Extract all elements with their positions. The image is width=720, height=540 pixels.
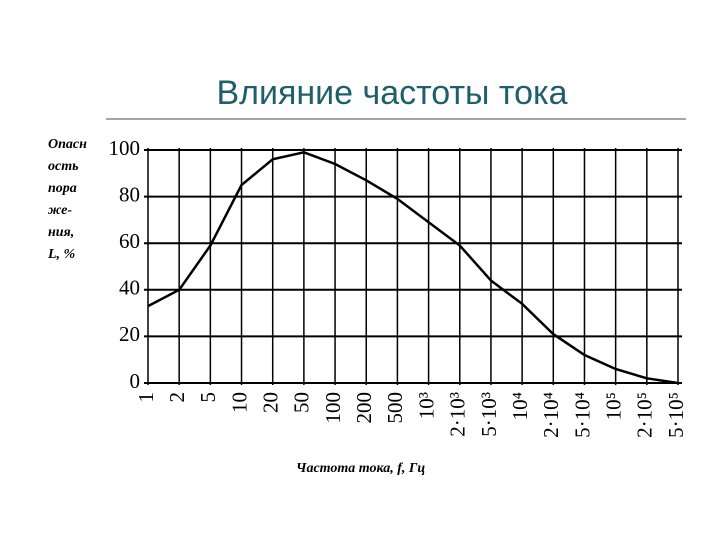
x-tick-label: 10⁵ [601,392,625,420]
x-tick-label: 5·10⁵ [664,392,688,438]
x-tick-label: 5 [196,392,220,403]
y-tick-label: 60 [119,229,140,253]
x-tick-label: 10⁴ [508,392,532,420]
x-tick-label: 1 [134,392,158,403]
y-tick-label: 20 [119,322,140,346]
y-axis-label: ния, [48,225,74,240]
x-axis-label: Частота тока, f, Гц [296,461,425,476]
y-tick-label: 40 [119,276,140,300]
x-tick-label: 2·10⁵ [633,392,657,438]
x-tick-label: 2·10³ [446,392,470,437]
y-tick-label: 0 [130,369,141,393]
x-tick-label: 5·10⁴ [570,392,594,438]
x-tick-label: 200 [352,392,376,424]
y-axis-label: Опасн [48,137,87,152]
y-axis-label: ость [48,159,79,174]
x-tick-label: 100 [321,392,345,424]
x-tick-label: 10³ [414,392,438,419]
x-tick-label: 500 [383,392,407,424]
y-axis-label: пора [48,181,77,196]
y-axis-label: же- [48,203,72,218]
x-tick-label: 5·10³ [477,392,501,437]
x-tick-label: 2·10⁴ [539,392,563,438]
x-tick-label: 50 [290,392,314,413]
x-tick-label: 10 [227,392,251,413]
x-tick-label: 2 [165,392,189,403]
y-tick-label: 80 [119,182,140,206]
data-line [147,150,679,385]
y-tick-label: 100 [109,136,141,160]
y-axis-label: L, % [47,247,75,262]
slide-title: Влияние частоты тока [216,74,567,112]
x-tick-label: 20 [259,392,283,413]
